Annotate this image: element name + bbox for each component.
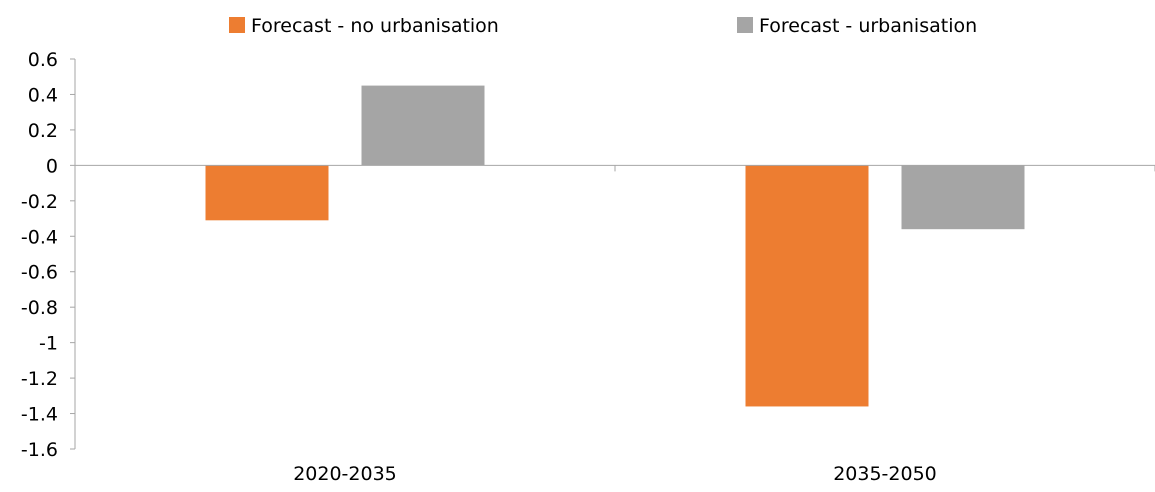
- legend-label-no-urbanisation: Forecast - no urbanisation: [251, 15, 499, 37]
- bar-urbanisation-2035-2050: [901, 165, 1025, 230]
- y-tick-label: -0.4: [21, 226, 58, 248]
- legend-swatch-urbanisation: [737, 17, 753, 33]
- y-tick-label: 0.4: [28, 84, 58, 106]
- legend: Forecast - no urbanisation Forecast - ur…: [229, 15, 977, 37]
- bar-no-urbanisation-2020-2035: [205, 165, 329, 221]
- y-tick-label: -1.4: [21, 404, 58, 426]
- y-tick-label: 0: [46, 155, 58, 177]
- bar-urbanisation-2020-2035: [361, 85, 485, 166]
- y-tick-label: -1.2: [21, 368, 58, 390]
- y-tick-label: 0.2: [28, 120, 58, 142]
- y-tick-label: -1.6: [21, 439, 58, 461]
- bar-no-urbanisation-2035-2050: [745, 165, 869, 407]
- axes: [70, 58, 1155, 450]
- y-tick-label: -0.8: [21, 297, 58, 319]
- y-axis-tick-labels: 0.6 0.4 0.2 0 -0.2 -0.4 -0.6 -0.8 -1 -1.2 -1.4 -1.6: [21, 49, 58, 461]
- y-tick-label: -1: [39, 333, 58, 355]
- y-tick-label: -0.6: [21, 262, 58, 284]
- x-axis-category-labels: 2020-2035 2035-2050: [293, 463, 937, 485]
- x-category-label: 2035-2050: [833, 463, 937, 485]
- legend-swatch-no-urbanisation: [229, 17, 245, 33]
- y-tick-label: -0.2: [21, 191, 58, 213]
- y-tick-label: 0.6: [28, 49, 58, 71]
- bars: [205, 85, 1025, 407]
- legend-label-urbanisation: Forecast - urbanisation: [759, 15, 977, 37]
- x-category-label: 2020-2035: [293, 463, 397, 485]
